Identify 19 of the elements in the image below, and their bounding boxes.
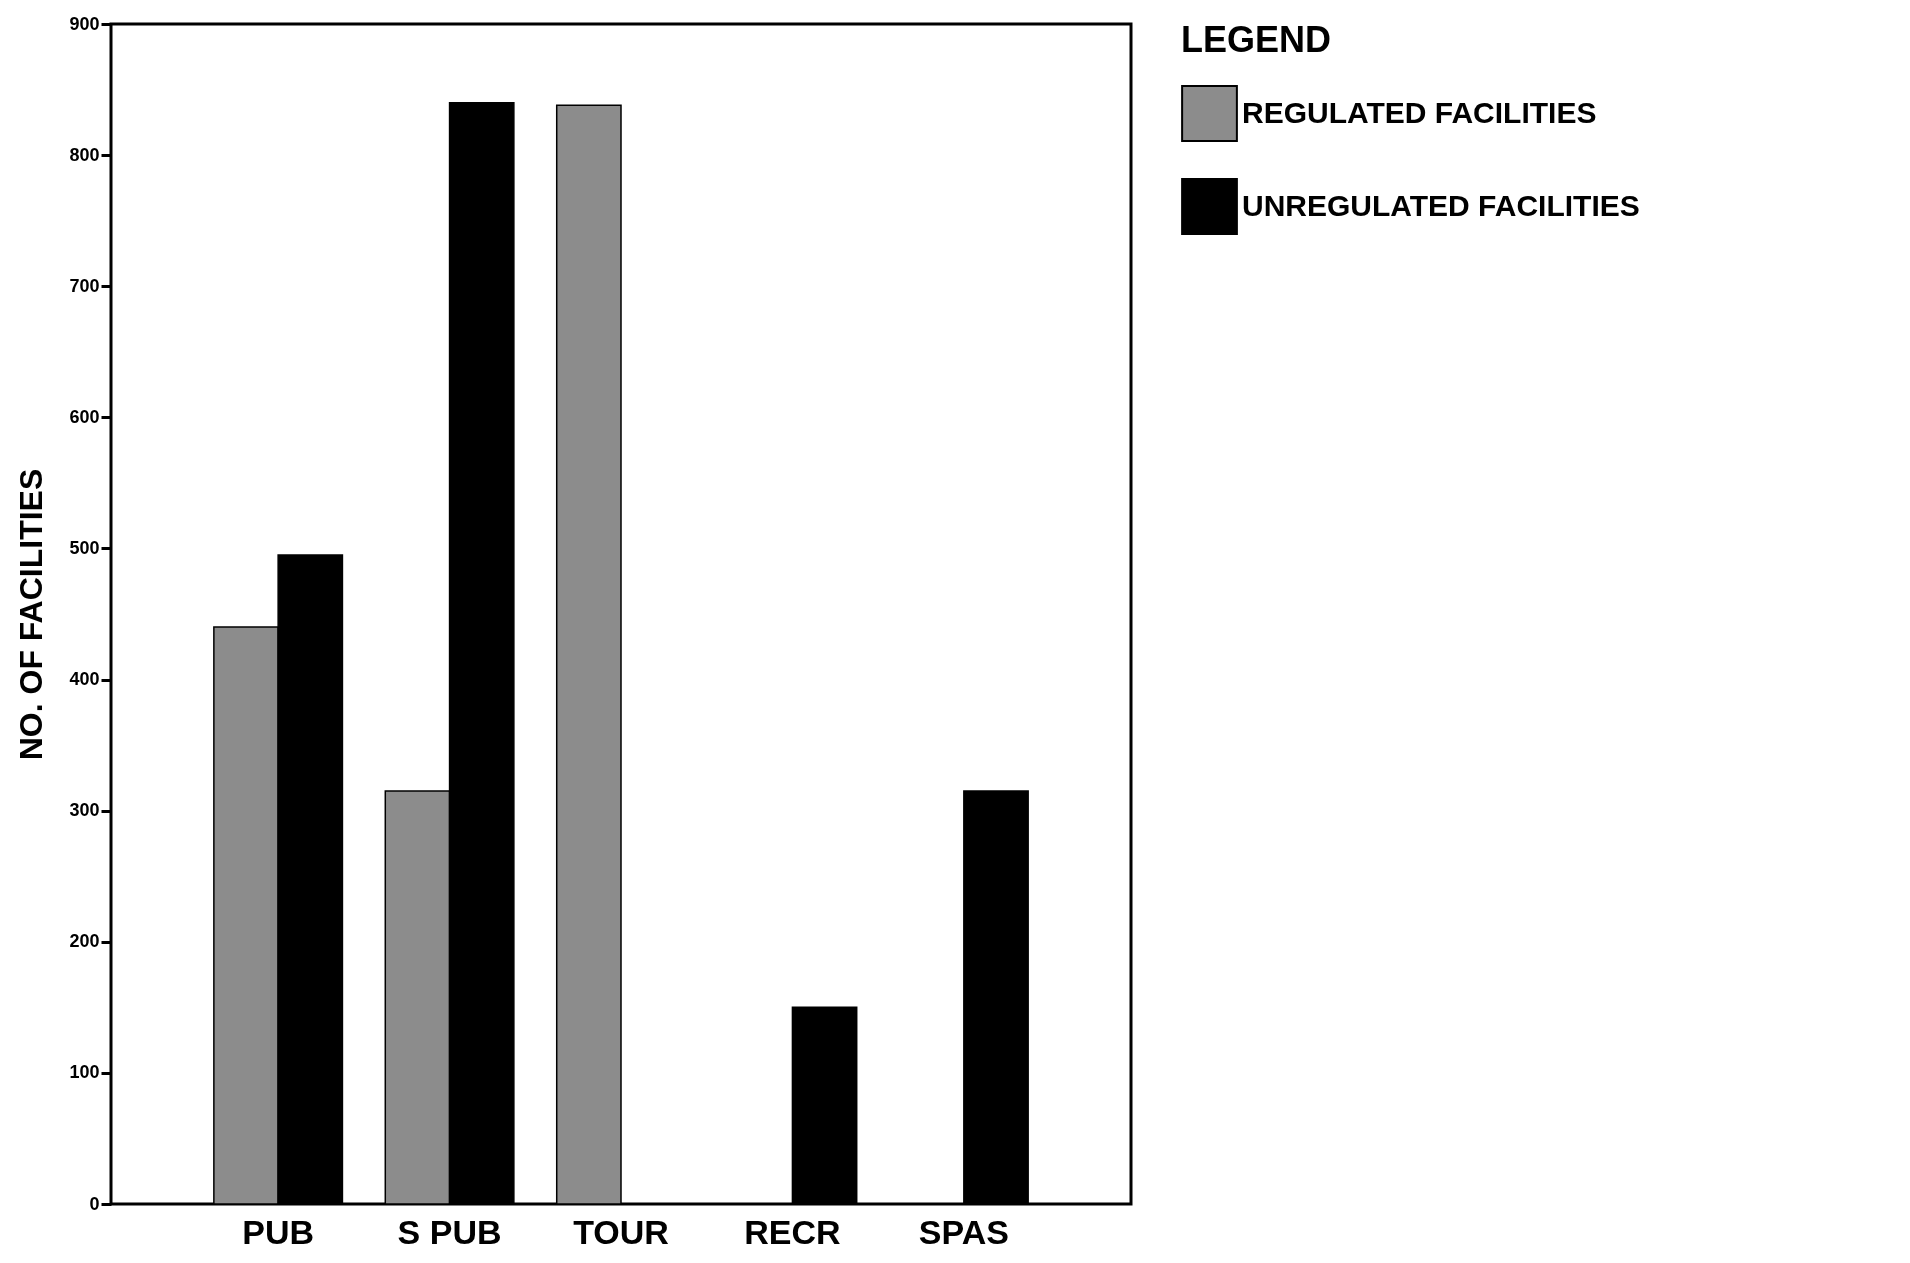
y-tick-label: 0 xyxy=(89,1193,100,1214)
y-tick-label: 200 xyxy=(69,931,100,952)
y-tick-label: 500 xyxy=(69,537,100,558)
x-tick-label: RECR xyxy=(744,1212,841,1251)
x-tick-label: TOUR xyxy=(573,1212,669,1251)
y-axis-title: NO. OF FACILITIES xyxy=(13,468,50,761)
x-tick-label: S PUB xyxy=(397,1212,502,1251)
legend-label: UNREGULATED FACILITIES xyxy=(1242,188,1640,222)
legend-label: REGULATED FACILITIES xyxy=(1242,95,1597,129)
y-tick-label: 900 xyxy=(69,13,100,34)
y-tick-label: 700 xyxy=(69,275,100,296)
y-tick-label: 600 xyxy=(69,406,100,427)
x-tick-label: SPAS xyxy=(918,1212,1009,1251)
y-tick-label: 100 xyxy=(69,1062,100,1083)
x-tick-label: PUB xyxy=(242,1212,315,1251)
y-tick-label: 400 xyxy=(69,669,100,690)
y-tick-label: 300 xyxy=(69,800,100,821)
legend-title: LEGEND xyxy=(1181,19,1332,60)
y-tick-label: 800 xyxy=(69,144,100,165)
